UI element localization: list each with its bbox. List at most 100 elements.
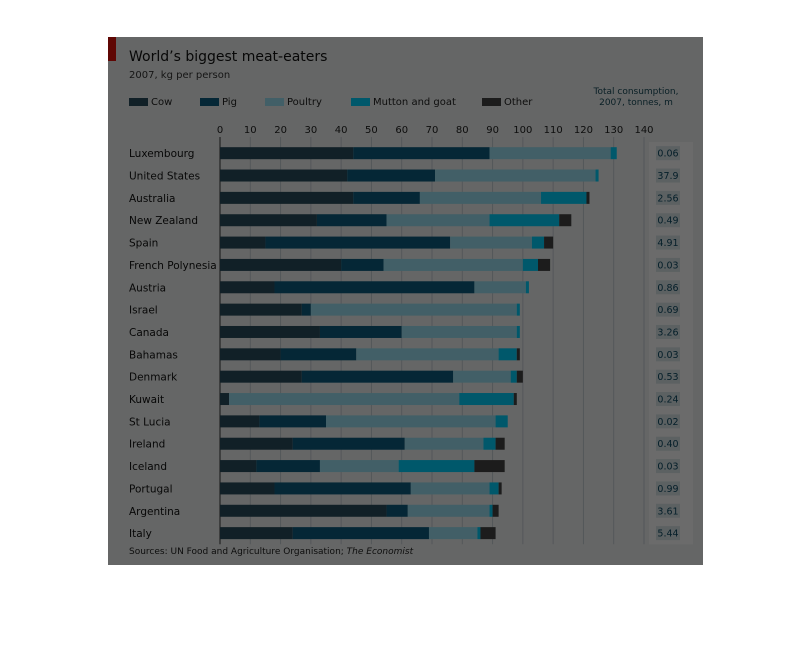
- bar-iceland-cow: [220, 460, 257, 473]
- total-value-australia: 2.56: [657, 193, 678, 204]
- bar-iceland-pig: [256, 460, 320, 473]
- bar-new-zealand-cow: [220, 214, 317, 227]
- bar-denmark-poultry: [453, 370, 511, 383]
- bar-denmark-other: [516, 370, 523, 383]
- bar-austria-pig: [274, 281, 475, 294]
- bar-israel-pig: [301, 303, 311, 316]
- bar-new-zealand-other: [559, 214, 572, 227]
- total-value-new-zealand: 0.49: [657, 216, 678, 227]
- bar-iceland-other: [474, 460, 505, 473]
- bar-australia-other: [586, 191, 590, 204]
- x-tick-label-140: 140: [634, 125, 653, 136]
- bar-portugal-pig: [274, 482, 411, 495]
- bar-australia-poultry: [419, 191, 542, 204]
- bar-australia-mutton-and-goat: [541, 191, 587, 204]
- bar-portugal-other: [498, 482, 502, 495]
- bar-iceland-poultry: [319, 460, 399, 473]
- x-tick-label-60: 60: [395, 125, 408, 136]
- row-label-new-zealand: New Zealand: [129, 215, 198, 227]
- bar-argentina-mutton-and-goat: [489, 504, 493, 517]
- bar-french-polynesia-pig: [341, 258, 384, 271]
- bar-argentina-poultry: [407, 504, 490, 517]
- bar-austria-cow: [220, 281, 275, 294]
- row-label-united-states: United States: [129, 171, 200, 183]
- bar-canada-pig: [319, 325, 402, 338]
- bar-ireland-mutton-and-goat: [483, 437, 496, 450]
- total-value-united-states: 37.9: [657, 171, 678, 182]
- row-label-bahamas: Bahamas: [129, 349, 178, 361]
- bar-french-polynesia-poultry: [383, 258, 523, 271]
- bar-united-states-pig: [347, 169, 436, 182]
- bar-spain-pig: [265, 236, 451, 249]
- total-value-french-polynesia: 0.03: [657, 260, 678, 271]
- bar-bahamas-mutton-and-goat: [498, 348, 517, 361]
- bar-luxembourg-pig: [353, 147, 490, 160]
- bar-italy-pig: [292, 527, 429, 540]
- bar-new-zealand-poultry: [386, 214, 490, 227]
- bar-united-states-cow: [220, 169, 348, 182]
- bar-st-lucia-pig: [259, 415, 326, 428]
- total-value-ireland: 0.40: [657, 439, 678, 450]
- bar-denmark-cow: [220, 370, 302, 383]
- row-label-portugal: Portugal: [129, 483, 173, 495]
- total-value-italy: 5.44: [657, 529, 678, 540]
- row-label-iceland: Iceland: [129, 461, 167, 473]
- source-publisher: The Economist: [346, 547, 414, 557]
- bar-denmark-pig: [301, 370, 454, 383]
- total-value-luxembourg: 0.06: [657, 149, 678, 160]
- total-value-iceland: 0.03: [657, 462, 678, 473]
- bar-israel-mutton-and-goat: [516, 303, 520, 316]
- x-tick-label-0: 0: [217, 125, 223, 136]
- x-tick-label-110: 110: [544, 125, 563, 136]
- bar-portugal-poultry: [410, 482, 490, 495]
- bar-spain-poultry: [450, 236, 532, 249]
- bar-australia-pig: [353, 191, 420, 204]
- row-label-israel: Israel: [129, 305, 158, 317]
- source-note: Sources: UN Food and Agriculture Organis…: [129, 547, 413, 557]
- x-tick-label-30: 30: [304, 125, 317, 136]
- bar-kuwait-mutton-and-goat: [459, 393, 514, 406]
- x-tick-label-120: 120: [574, 125, 593, 136]
- bar-argentina-other: [492, 504, 499, 517]
- bar-ireland-other: [495, 437, 505, 450]
- bar-portugal-mutton-and-goat: [489, 482, 499, 495]
- row-label-austria: Austria: [129, 282, 166, 294]
- bar-luxembourg-mutton-and-goat: [610, 147, 617, 160]
- row-label-spain: Spain: [129, 238, 158, 250]
- bar-st-lucia-poultry: [326, 415, 496, 428]
- bar-denmark-mutton-and-goat: [510, 370, 517, 383]
- bar-iceland-mutton-and-goat: [398, 460, 475, 473]
- bar-canada-mutton-and-goat: [516, 325, 520, 338]
- row-label-argentina: Argentina: [129, 506, 180, 518]
- total-value-israel: 0.69: [657, 305, 678, 316]
- bar-israel-poultry: [310, 303, 517, 316]
- x-tick-label-80: 80: [456, 125, 469, 136]
- total-value-canada: 3.26: [657, 327, 678, 338]
- bar-french-polynesia-other: [538, 258, 551, 271]
- bar-bahamas-pig: [280, 348, 357, 361]
- bar-united-states-mutton-and-goat: [595, 169, 599, 182]
- x-tick-label-70: 70: [426, 125, 439, 136]
- bar-new-zealand-mutton-and-goat: [489, 214, 560, 227]
- bar-luxembourg-cow: [220, 147, 354, 160]
- row-label-denmark: Denmark: [129, 372, 178, 384]
- bar-spain-mutton-and-goat: [531, 236, 545, 249]
- total-value-st-lucia: 0.02: [657, 417, 678, 428]
- bar-spain-other: [544, 236, 554, 249]
- bar-israel-cow: [220, 303, 302, 316]
- bar-canada-cow: [220, 325, 320, 338]
- bar-french-polynesia-mutton-and-goat: [522, 258, 538, 271]
- x-tick-label-100: 100: [513, 125, 532, 136]
- bar-bahamas-poultry: [356, 348, 499, 361]
- bar-bahamas-other: [516, 348, 520, 361]
- row-label-italy: Italy: [129, 528, 152, 540]
- total-value-austria: 0.86: [657, 283, 678, 294]
- bar-portugal-cow: [220, 482, 275, 495]
- total-value-argentina: 3.61: [657, 506, 678, 517]
- x-tick-label-130: 130: [604, 125, 623, 136]
- total-value-bahamas: 0.03: [657, 350, 678, 361]
- bar-french-polynesia-cow: [220, 258, 342, 271]
- bar-st-lucia-mutton-and-goat: [495, 415, 508, 428]
- bar-italy-other: [480, 527, 496, 540]
- total-value-portugal: 0.99: [657, 484, 678, 495]
